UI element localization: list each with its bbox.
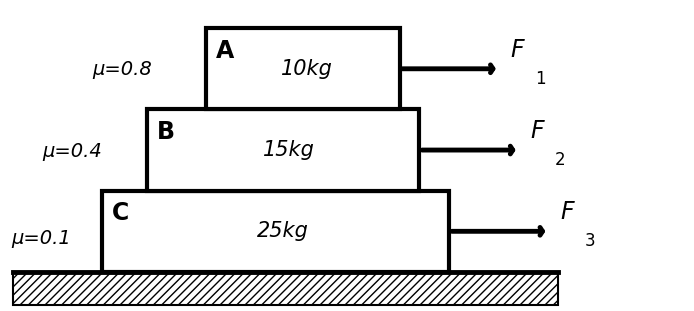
Text: 25kg: 25kg: [257, 221, 309, 241]
Text: μ=0.8: μ=0.8: [92, 60, 152, 79]
Text: μ=0.1: μ=0.1: [11, 229, 71, 248]
Text: 10kg: 10kg: [281, 59, 332, 79]
Bar: [206, 28, 400, 109]
Text: F: F: [530, 119, 544, 143]
Text: A: A: [216, 39, 235, 63]
Text: C: C: [112, 202, 129, 225]
Text: F: F: [560, 200, 574, 224]
Text: F: F: [511, 38, 524, 62]
Text: B: B: [157, 120, 175, 144]
Text: 15kg: 15kg: [262, 140, 314, 160]
Bar: [147, 109, 419, 191]
Text: 1: 1: [535, 70, 546, 88]
Text: 2: 2: [555, 151, 566, 169]
Text: μ=0.4: μ=0.4: [43, 142, 103, 160]
Bar: [102, 191, 449, 272]
Bar: [13, 272, 558, 305]
Text: 3: 3: [585, 232, 595, 250]
